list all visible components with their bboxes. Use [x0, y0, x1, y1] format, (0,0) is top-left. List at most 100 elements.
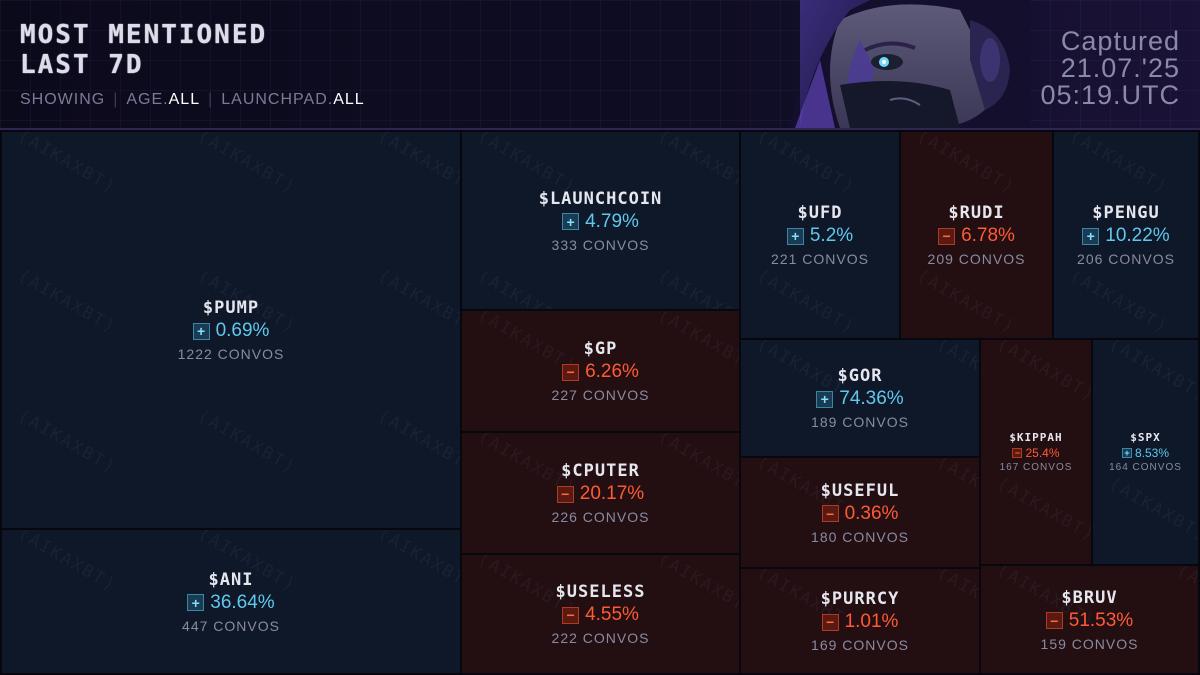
watermark: ⟨AIKAXBT⟩ [14, 528, 120, 597]
convos-count: 206 CONVOS [1077, 251, 1175, 267]
change-value: 10.22% [1105, 225, 1170, 246]
watermark: ⟨AIKAXBT⟩ [654, 309, 741, 378]
showing-label: SHOWING [20, 91, 106, 108]
watermark: ⟨AIKAXBT⟩ [993, 473, 1093, 547]
header: MOST MENTIONED LAST 7D SHOWING | AGE.ALL | L… [0, 0, 1200, 130]
ticker-label: $ANI [208, 569, 254, 590]
change-row: −6.78% [928, 225, 1026, 247]
ticker-label: $LAUNCHCOIN [538, 188, 663, 209]
treemap-tile[interactable]: ⟨AIKAXBT⟩ ⟨AIKAXBT⟩ $GOR +74.36% 189 CONVOS [739, 338, 981, 458]
ticker-label: $GOR [837, 366, 883, 386]
treemap-tile[interactable]: ⟨AIKAXBT⟩ ⟨AIKAXBT⟩ $BRUV −51.53% 159 CONVOS [979, 564, 1200, 675]
treemap-tile[interactable]: ⟨AIKAXBT⟩ ⟨AIKAXBT⟩ $USELESS −4.55% 222 CONV… [460, 553, 741, 675]
page-title: MOST MENTIONED LAST 7D [20, 20, 267, 80]
change-value: 1.01% [844, 611, 899, 632]
change-value: 74.36% [839, 388, 904, 409]
launchpad-filter[interactable]: LAUNCHPAD.ALL [221, 91, 365, 108]
tile-content: $CPUTER −20.17% 226 CONVOS [552, 461, 650, 525]
launchpad-filter-label: LAUNCHPAD [221, 91, 328, 108]
change-row: −1.01% [811, 611, 909, 633]
treemap-tile[interactable]: ⟨AIKAXBT⟩ ⟨AIKAXBT⟩ $GP −6.26% 227 CONVOS [460, 309, 741, 433]
treemap-tile[interactable]: ⟨AIKAXBT⟩ ⟨AIKAXBT⟩ $KIPPAH −25.4% 167 CONVO… [979, 338, 1093, 566]
minus-icon: − [821, 505, 839, 522]
change-value: 0.69% [215, 320, 270, 341]
change-row: +74.36% [811, 388, 909, 410]
treemap-tile[interactable]: ⟨AIKAXBT⟩ ⟨AIKAXBT⟩ $USEFUL −0.36% 180 CONVO… [739, 456, 981, 569]
convos-count: 222 CONVOS [551, 630, 650, 646]
tile-content: $USEFUL −0.36% 180 CONVOS [811, 481, 909, 545]
convos-count: 180 CONVOS [811, 528, 909, 545]
treemap-tile[interactable]: ⟨AIKAXBT⟩ ⟨AIKAXBT⟩ $SPX +8.53% 164 CONVOS [1091, 338, 1200, 566]
anime-character-illustration [790, 0, 1030, 128]
tile-content: $LAUNCHCOIN +4.79% 333 CONVOS [539, 189, 663, 253]
change-value: 51.53% [1068, 609, 1134, 631]
change-value: 6.26% [585, 361, 639, 382]
change-value: 6.78% [961, 225, 1015, 246]
tile-content: $PURRCY −1.01% 169 CONVOS [811, 589, 909, 653]
captured-timestamp: Captured 21.07.'25 05:19.UTC [1040, 28, 1180, 109]
convos-count: 333 CONVOS [551, 236, 650, 253]
plus-icon: + [1082, 227, 1100, 245]
title-line-2: LAST 7D [20, 50, 144, 80]
treemap-tile[interactable]: ⟨AIKAXBT⟩ ⟨AIKAXBT⟩ $RUDI −6.78% 209 CONVOS [899, 130, 1054, 340]
change-value: 8.53% [1134, 446, 1170, 460]
minus-icon: − [821, 613, 839, 631]
watermark: ⟨AIKAXBT⟩ [933, 456, 981, 525]
convos-count: 159 CONVOS [1040, 635, 1139, 652]
age-filter-value: ALL [168, 91, 201, 108]
minus-icon: − [938, 227, 956, 245]
plus-icon: + [562, 213, 580, 230]
change-value: 36.64% [210, 591, 275, 613]
ticker-label: $RUDI [948, 203, 1005, 223]
watermark: ⟨AIKAXBT⟩ [374, 528, 462, 597]
watermark: ⟨AIKAXBT⟩ [654, 130, 741, 199]
convos-count: 221 CONVOS [771, 251, 869, 267]
watermark: ⟨AIKAXBT⟩ [374, 130, 462, 199]
treemap-tile[interactable]: ⟨AIKAXBT⟩ ⟨AIKAXBT⟩ ⟨AIKAXBT⟩ ⟨AIKAXBT⟩ $LAU… [460, 130, 741, 311]
treemap-tile[interactable]: ⟨AIKAXBT⟩ ⟨AIKAXBT⟩ $CPUTER −20.17% 226 CONV… [460, 431, 741, 555]
ticker-label: $PENGU [1092, 203, 1160, 223]
plus-icon: + [187, 594, 205, 611]
watermark: ⟨AIKAXBT⟩ [374, 405, 462, 479]
minus-icon: − [1012, 448, 1023, 458]
treemap-tile[interactable]: ⟨AIKAXBT⟩ ⟨AIKAXBT⟩ ⟨AIKAXBT⟩ ⟨AIKAXBT⟩ ⟨AIK… [0, 130, 462, 530]
ticker-label: $USELESS [555, 582, 646, 602]
watermark: ⟨AIKAXBT⟩ [933, 338, 981, 407]
minus-icon: − [1045, 612, 1063, 629]
tile-content: $GP −6.26% 227 CONVOS [552, 339, 650, 403]
age-filter[interactable]: AGE.ALL [126, 91, 201, 108]
treemap-tile[interactable]: ⟨AIKAXBT⟩ ⟨AIKAXBT⟩ ⟨AIKAXBT⟩ $ANI +36.64% 44… [0, 528, 462, 675]
launchpad-filter-value: ALL [333, 91, 365, 108]
change-row: −0.36% [811, 503, 909, 525]
minus-icon: − [562, 606, 580, 624]
tile-content: $PUMP +0.69% 1222 CONVOS [178, 298, 285, 362]
watermark: ⟨AIKAXBT⟩ [654, 265, 741, 311]
change-value: 20.17% [579, 483, 645, 504]
tile-content: $BRUV −51.53% 159 CONVOS [1041, 588, 1139, 652]
watermark: ⟨AIKAXBT⟩ [654, 553, 741, 622]
change-value: 0.36% [844, 502, 899, 524]
change-row: +8.53% [1109, 446, 1182, 460]
ticker-label: $CPUTER [561, 461, 640, 481]
ticker-label: $BRUV [1061, 587, 1118, 608]
filter-bar: SHOWING | AGE.ALL | LAUNCHPAD.ALL [20, 91, 365, 108]
plus-icon: + [192, 322, 210, 340]
convos-count: 164 CONVOS [1109, 462, 1182, 473]
convos-count: 447 CONVOS [182, 617, 280, 634]
change-row: +5.2% [771, 225, 869, 247]
treemap-tile[interactable]: ⟨AIKAXBT⟩ ⟨AIKAXBT⟩ $PENGU +10.22% 206 CONVO… [1052, 130, 1200, 340]
tile-content: $RUDI −6.78% 209 CONVOS [928, 203, 1026, 267]
watermark: ⟨AIKAXBT⟩ [1066, 130, 1172, 199]
watermark: ⟨AIKAXBT⟩ [913, 130, 1019, 199]
change-row: −6.26% [552, 361, 650, 383]
age-filter-label: AGE [126, 91, 164, 108]
tile-content: $UFD +5.2% 221 CONVOS [771, 203, 869, 267]
captured-time: 05:19.UTC [1040, 80, 1180, 110]
ticker-label: $USEFUL [820, 480, 900, 501]
treemap-tile[interactable]: ⟨AIKAXBT⟩ ⟨AIKAXBT⟩ $PURRCY −1.01% 169 CONVO… [739, 567, 981, 675]
change-value: 4.55% [585, 604, 639, 625]
treemap-tile[interactable]: ⟨AIKAXBT⟩ ⟨AIKAXBT⟩ $UFD +5.2% 221 CONVOS [739, 130, 901, 340]
watermark: ⟨AIKAXBT⟩ [14, 130, 120, 199]
captured-label: Captured [1060, 26, 1180, 56]
minus-icon: − [562, 363, 580, 381]
